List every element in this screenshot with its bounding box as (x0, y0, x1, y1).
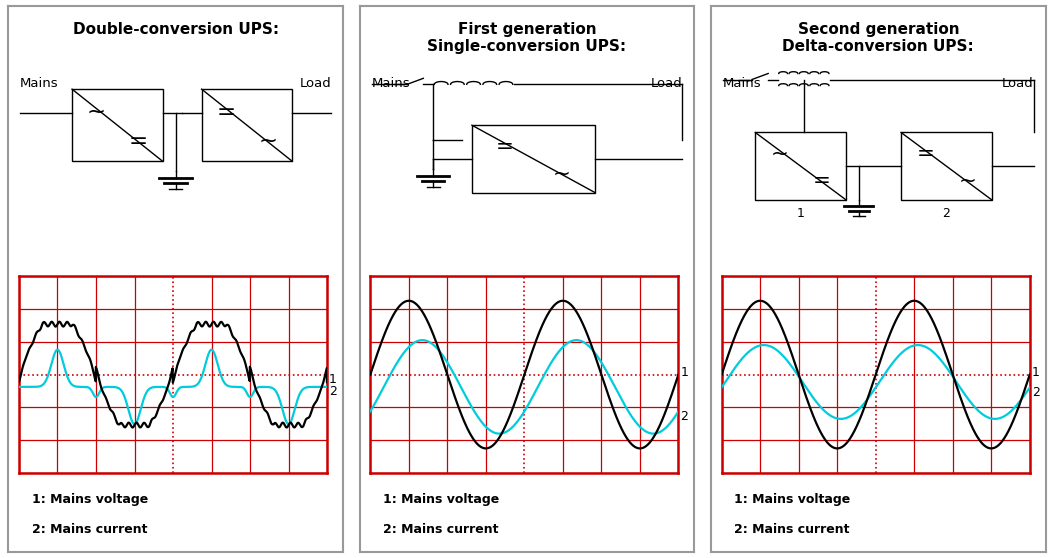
Text: =: = (496, 137, 514, 157)
Text: 1: 1 (329, 373, 337, 386)
Text: ~: ~ (553, 163, 570, 184)
Text: 1: 1 (1032, 365, 1039, 379)
Text: ~: ~ (86, 101, 106, 124)
Text: ~: ~ (958, 171, 976, 191)
Text: ~: ~ (258, 129, 277, 152)
Text: Second generation
Delta-conversion UPS:: Second generation Delta-conversion UPS: (782, 22, 974, 54)
Text: =: = (216, 101, 236, 124)
Text: Mains: Mains (723, 77, 761, 90)
Text: 2: 2 (1032, 386, 1039, 399)
Text: 1: Mains voltage: 1: Mains voltage (32, 493, 148, 506)
Text: Load: Load (650, 77, 683, 90)
Text: Load: Load (1002, 77, 1034, 90)
Text: 1: 1 (797, 207, 804, 220)
Text: 2: Mains current: 2: Mains current (735, 523, 850, 536)
Text: 2: 2 (329, 386, 337, 398)
Text: Mains: Mains (371, 77, 410, 90)
Text: First generation
Single-conversion UPS:: First generation Single-conversion UPS: (428, 22, 626, 54)
Text: Load: Load (299, 77, 331, 90)
Bar (72, 89, 162, 161)
Bar (901, 132, 992, 200)
Text: 1: Mains voltage: 1: Mains voltage (383, 493, 500, 506)
Text: 2: 2 (681, 410, 688, 423)
Bar (472, 125, 596, 193)
Text: =: = (917, 144, 935, 164)
Bar (201, 89, 292, 161)
Text: 2: Mains current: 2: Mains current (32, 523, 147, 536)
Text: 1: 1 (681, 365, 688, 379)
Text: Mains: Mains (20, 77, 59, 90)
Text: =: = (813, 171, 831, 191)
Text: Double-conversion UPS:: Double-conversion UPS: (73, 22, 278, 37)
Text: ~: ~ (770, 144, 788, 164)
Text: 2: 2 (942, 207, 951, 220)
Bar (756, 132, 846, 200)
Text: 1: Mains voltage: 1: Mains voltage (735, 493, 851, 506)
Text: =: = (129, 129, 148, 152)
Text: 2: Mains current: 2: Mains current (383, 523, 499, 536)
